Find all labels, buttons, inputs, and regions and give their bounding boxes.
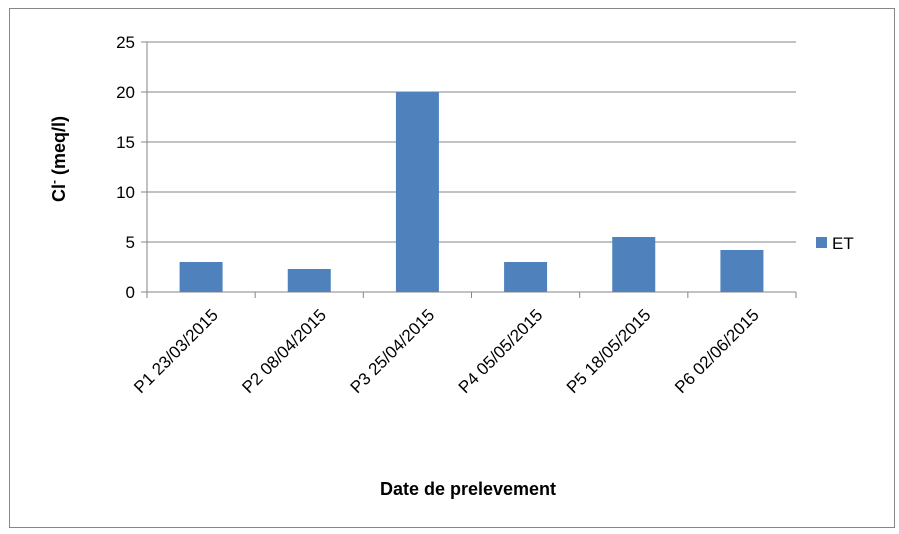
bar-chart: 0 5 10 15 20 25 P1 23/03/2015 P2 08/04/2015 P3 … [47,33,854,499]
x-tick-label: P4 05/05/2015 [455,305,547,397]
legend-label: ET [832,234,854,253]
y-axis-title-superscript: - [47,180,61,184]
x-tick-label: P5 18/05/2015 [563,305,655,397]
x-tick-labels: P1 23/03/2015 P2 08/04/2015 P3 25/04/2015 P… [130,305,762,397]
x-tick-label: P1 23/03/2015 [130,305,222,397]
bar [179,262,223,292]
y-tick-label: 0 [126,283,135,302]
gridlines [141,41,797,298]
y-tick-label: 15 [116,133,135,152]
y-axis-title-unit: (meq/l) [49,116,69,180]
bar [612,237,656,292]
x-tick-label: P6 02/06/2015 [671,305,763,397]
bar [720,250,764,292]
y-tick-label: 20 [116,83,135,102]
x-axis-title: Date de prelevement [380,479,556,499]
y-tick-label: 25 [116,33,135,52]
x-tick-label: P3 25/04/2015 [347,305,439,397]
y-tick-label: 5 [126,233,135,252]
y-tick-label: 10 [116,183,135,202]
x-tick-label: P2 08/04/2015 [238,305,330,397]
legend-swatch [816,237,827,248]
bars [179,92,764,292]
y-tick-labels: 0 5 10 15 20 25 [116,33,135,302]
bar [395,92,439,292]
bar [504,262,548,292]
y-axis-title-main: Cl [49,184,69,202]
bar [287,269,331,292]
y-axis-title: Cl- (meq/l) [47,116,69,202]
chart-frame: 0 5 10 15 20 25 P1 23/03/2015 P2 08/04/2015 P3 … [9,8,895,528]
